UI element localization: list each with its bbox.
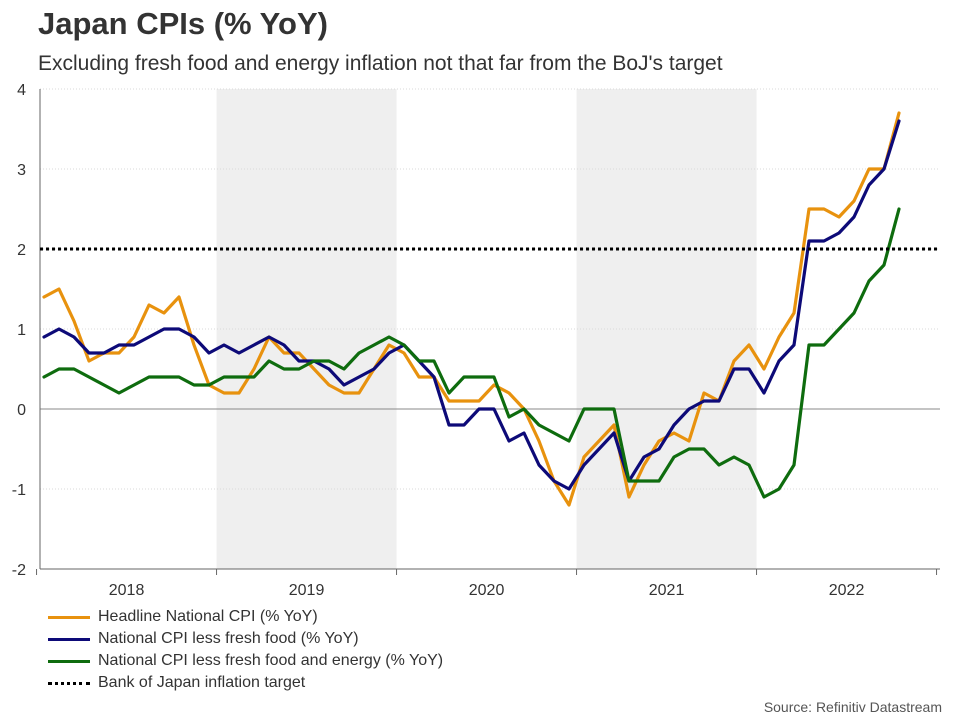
series-line-core xyxy=(42,119,901,491)
shade-band-2021 xyxy=(576,89,757,569)
legend-swatch-core-core xyxy=(48,659,90,663)
legend-item-core: National CPI less fresh food (% YoY) xyxy=(48,628,443,650)
legend-label-core: National CPI less fresh food (% YoY) xyxy=(98,630,359,647)
x-tick-label: 2022 xyxy=(829,582,865,599)
y-tick-label: 3 xyxy=(17,162,26,179)
series-line-core-core xyxy=(42,207,901,499)
x-tick-label: 2018 xyxy=(109,582,145,599)
series-line-headline xyxy=(42,111,901,507)
y-tick-label: 2 xyxy=(17,242,26,259)
legend-label-boj-target: Bank of Japan inflation target xyxy=(98,674,306,691)
legend-swatch-headline xyxy=(48,615,90,619)
source-note: Source: Refinitiv Datastream xyxy=(763,699,942,715)
legend-item-boj-target: Bank of Japan inflation target xyxy=(48,672,443,694)
shade-band-2019 xyxy=(216,89,397,569)
legend-label-headline: Headline National CPI (% YoY) xyxy=(98,608,318,625)
legend-swatch-core xyxy=(48,637,90,641)
legend: Headline National CPI (% YoY) National C… xyxy=(48,606,443,694)
y-tick-label: 0 xyxy=(17,402,26,419)
legend-label-core-core: National CPI less fresh food and energy … xyxy=(98,652,444,669)
y-tick-label: 1 xyxy=(17,322,26,339)
chart-subtitle: Excluding fresh food and energy inflatio… xyxy=(38,52,723,75)
y-tick-label: -2 xyxy=(12,562,26,579)
x-tick-label: 2021 xyxy=(649,582,685,599)
line-chart: -2 -1 0 1 2 3 4 2018 2019 2020 2021 2022 xyxy=(12,82,940,599)
legend-item-core-core: National CPI less fresh food and energy … xyxy=(48,650,443,672)
x-tick-label: 2019 xyxy=(289,582,325,599)
chart-title: Japan CPIs (% YoY) xyxy=(38,6,328,41)
y-tick-label: 4 xyxy=(17,82,26,99)
legend-item-headline: Headline National CPI (% YoY) xyxy=(48,606,443,628)
x-tick-label: 2020 xyxy=(469,582,505,599)
legend-swatch-boj-target xyxy=(48,681,90,685)
y-tick-label: -1 xyxy=(12,482,26,499)
